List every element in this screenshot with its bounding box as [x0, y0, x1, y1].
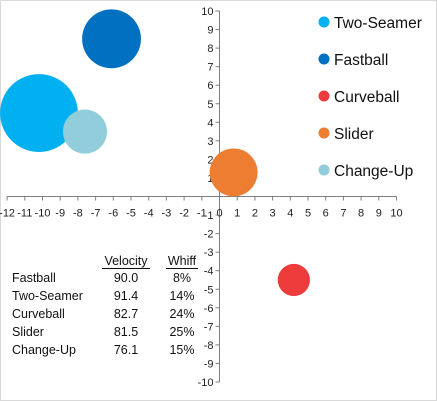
y-tick-label: 8: [207, 43, 213, 55]
legend-marker: [318, 16, 330, 28]
table-row: Fastball 90.0 8%: [8, 269, 206, 287]
x-tick-label: -4: [144, 208, 154, 220]
x-tick-label: 10: [390, 208, 402, 220]
pitch-name: Fastball: [12, 271, 56, 285]
y-tick-label: -7: [204, 321, 214, 333]
x-tick-label: -6: [108, 208, 118, 220]
bubble-two-seamer: [0, 74, 78, 152]
pitch-name: Change-Up: [12, 343, 76, 357]
x-tick-label: 9: [376, 208, 382, 220]
x-tick-label: 1: [234, 208, 240, 220]
x-tick-label: 0: [216, 208, 222, 220]
y-tick-label: 3: [207, 136, 213, 148]
y-tick-label: -3: [204, 247, 214, 259]
whiff-value: 8%: [172, 271, 192, 285]
table-header-blank: [8, 252, 94, 269]
y-tick-label: 4: [207, 117, 213, 129]
x-tick-label: -2: [179, 208, 189, 220]
y-tick-label: -2: [204, 229, 214, 241]
x-tick-label: -7: [91, 208, 101, 220]
y-tick-label: -10: [198, 377, 214, 389]
y-tick-label: 7: [207, 62, 213, 74]
y-tick-label: -4: [204, 266, 214, 278]
x-tick-label: 8: [358, 208, 364, 220]
table-header-row: Velocity Whiff: [8, 252, 206, 269]
legend-marker: [318, 164, 330, 176]
velocity-value: 91.4: [113, 289, 139, 303]
y-tick-label: -6: [204, 303, 214, 315]
whiff-value: 25%: [169, 325, 195, 339]
legend-label: Two-Seamer: [334, 15, 422, 32]
bubble-slider: [209, 148, 258, 197]
x-tick-label: -12: [0, 208, 15, 220]
y-tick-label: -8: [204, 340, 214, 352]
whiff-value: 14%: [169, 289, 195, 303]
x-tick-label: -8: [73, 208, 83, 220]
table-header-whiff: Whiff: [165, 254, 199, 269]
legend-label: Curveball: [334, 89, 399, 106]
legend-label: Slider: [334, 126, 374, 143]
legend-label: Fastball: [334, 52, 388, 69]
x-tick-label: 6: [323, 208, 329, 220]
table-row: Curveball 82.7 24%: [8, 305, 206, 323]
legend-label: Change-Up: [334, 163, 413, 180]
bubble-fastball: [82, 9, 141, 69]
whiff-value: 15%: [169, 343, 195, 357]
y-tick-label: -1: [204, 210, 214, 222]
table-header-velocity: Velocity: [102, 254, 150, 269]
table-row: Change-Up 76.1 15%: [8, 341, 206, 359]
x-tick-label: -1: [197, 208, 207, 220]
y-tick-label: -5: [204, 284, 214, 296]
x-tick-label: -10: [35, 208, 51, 220]
legend-marker: [318, 90, 330, 102]
y-tick-label: 6: [207, 80, 213, 92]
table-row: Slider 81.5 25%: [8, 323, 206, 341]
y-tick-label: 10: [201, 6, 213, 18]
y-tick-label: -9: [204, 358, 214, 370]
x-tick-label: 3: [270, 208, 276, 220]
pitch-name: Slider: [12, 325, 44, 339]
bubble-curveball: [277, 263, 310, 297]
x-tick-label: 2: [252, 208, 258, 220]
x-tick-label: -3: [162, 208, 172, 220]
x-tick-label: -9: [55, 208, 65, 220]
y-tick-label: 5: [207, 99, 213, 111]
pitch-stats-table: Velocity Whiff Fastball 90.0 8% Two-Seam…: [8, 252, 206, 359]
x-tick-label: 4: [287, 208, 293, 220]
legend-marker: [318, 127, 330, 139]
x-tick-label: -11: [17, 208, 32, 220]
y-tick-label: 9: [207, 25, 213, 37]
table-row: Two-Seamer 91.4 14%: [8, 287, 206, 305]
velocity-value: 76.1: [113, 343, 139, 357]
velocity-value: 81.5: [113, 325, 139, 339]
axes: -12 -11 -10 -9 -8 -7 -6 -5 -4 -3 -2 -1 0 1 2 3 4 5 6 7 8 9 10-…: [0, 6, 403, 389]
legend-marker: [318, 53, 330, 65]
y-tick-label: 2: [207, 154, 213, 166]
bubble-change-up: [62, 109, 108, 154]
legend: Two-Seamer Fastball Curveball Slider Change-…: [318, 15, 422, 180]
x-tick-label: -5: [126, 208, 136, 220]
velocity-value: 82.7: [113, 307, 139, 321]
bubbles: [0, 9, 310, 297]
x-tick-label: 5: [305, 208, 311, 220]
pitch-name: Two-Seamer: [12, 289, 83, 303]
pitch-name: Curveball: [12, 307, 65, 321]
velocity-value: 90.0: [113, 271, 139, 285]
y-tick-label: 1: [207, 173, 213, 185]
whiff-value: 24%: [169, 307, 195, 321]
x-tick-label: 7: [340, 208, 346, 220]
